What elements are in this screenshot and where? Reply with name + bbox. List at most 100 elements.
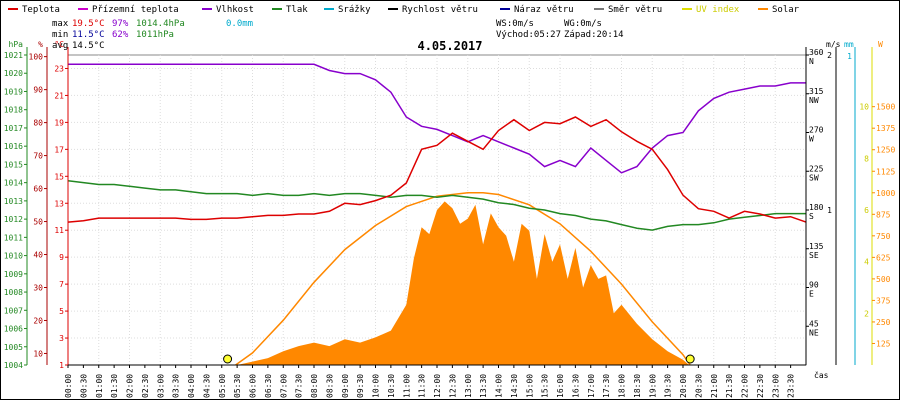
left-axes: hPa1021102010191018101710161015101410131… [4,40,69,370]
legend-label-5: Rychlost větru [402,5,478,15]
x-tick-label: 00:30 [79,374,88,398]
x-tick-label: 18:00 [618,374,627,398]
solar-tick-label: 750 [876,232,891,241]
winddir-tick-compass: NE [809,328,819,337]
temperature-axis-tick-label: 11 [54,226,64,235]
x-tick-label: 11:00 [402,374,411,398]
solar-tick-label: 500 [876,275,891,284]
rain-unit: mm [844,40,854,49]
x-tick-label: 12:00 [433,374,442,398]
x-tick-label: 14:00 [495,374,504,398]
pressure-axis-tick-label: 1017 [4,124,23,133]
x-tick-label: 19:30 [664,374,673,398]
x-tick-label: 05:30 [233,374,242,398]
x-tick-label: 03:30 [172,374,181,398]
sunset-marker [685,354,695,364]
pressure-axis-tick-label: 1006 [4,325,23,334]
x-tick-label: 01:30 [110,374,119,398]
pressure-axis-tick-label: 1011 [4,233,23,242]
legend-label-6: Náraz větru [514,5,574,15]
windspeed-tick-label: 1 [827,206,832,215]
stat-min-press: 1011hPa [136,30,174,40]
pressure-axis-tick-label: 1010 [4,252,23,261]
x-tick-label: 01:00 [95,374,104,398]
x-tick-label: 16:00 [556,374,565,398]
pressure-axis-tick-label: 1013 [4,197,23,206]
sunset-text: Západ:20:14 [564,30,624,40]
legend-label-7: Směr větru [608,5,662,15]
sunrise-text: Východ:05:27 [496,30,561,40]
solar-tick-label: 1000 [876,189,895,198]
pressure-axis-tick-label: 1007 [4,306,23,315]
x-tick-label: 12:30 [448,374,457,398]
x-tick-label: 21:00 [710,374,719,398]
x-tick-label: 04:30 [202,374,211,398]
temperature-axis-tick-label: 9 [59,253,64,262]
stat-min-hum: 62% [112,30,129,40]
winddir-tick-degrees: 180 [809,203,824,212]
x-tick-label: 21:30 [725,374,734,398]
solar-tick-label: 125 [876,339,891,348]
humidity-axis-tick-label: 60 [33,185,43,194]
uv-tick-label: 4 [864,258,869,267]
stat-max-label: max [52,19,69,29]
wind-gust-text: WG:0m/s [564,19,602,29]
wind-info: WS:0m/s WG:0m/s Východ:05:27 Západ:20:14 [496,19,624,40]
temperature-axis-tick-label: 21 [54,91,64,100]
stat-min-label: min [52,30,68,40]
solar-tick-label: 1125 [876,167,895,176]
x-tick-label: 00:00 [64,374,73,398]
x-tick-label: 09:00 [341,374,350,398]
legend-label-1: Přízemní teplota [92,5,179,15]
x-tick-label: 07:30 [295,374,304,398]
temperature-axis-tick-label: 15 [54,172,64,181]
x-tick-label: 19:00 [648,374,657,398]
solar-tick-label: 1375 [876,124,895,133]
x-axis-label: čas [814,370,829,380]
chart-title: 4.05.2017 [417,39,482,53]
humidity-axis-tick-label: 100 [29,53,44,62]
series-lines [67,63,807,231]
winddir-tick-compass: SW [809,173,819,182]
humidity-axis-unit: % [38,40,43,49]
temperature-axis-unit: °C [54,40,64,49]
legend-label-8: UV index [696,5,740,15]
humidity-axis-tick-label: 20 [33,316,43,325]
x-tick-label: 06:30 [264,374,273,398]
windspeed-unit: m/s [826,40,841,49]
x-tick-label: 23:30 [787,374,796,398]
x-tick-label: 08:30 [325,374,334,398]
x-tick-label: 23:00 [771,374,780,398]
x-tick-label: 13:00 [464,374,473,398]
winddir-tick-degrees: 135 [809,242,824,251]
winddir-tick-degrees: 315 [809,87,824,96]
x-tick-label: 16:30 [571,374,580,398]
winddir-tick-compass: N [809,57,814,66]
winddir-tick-compass: S [809,212,814,221]
sun-markers [223,354,695,364]
temperature-axis-tick-label: 5 [59,307,64,316]
winddir-tick-degrees: 45 [809,319,819,328]
x-tick-label: 08:00 [310,374,319,398]
x-tick-label: 04:00 [187,374,196,398]
pressure-axis-tick-label: 1019 [4,87,23,96]
winddir-tick-degrees: 225 [809,164,824,173]
pressure-axis-tick-label: 1020 [4,69,23,78]
humidity-axis-tick-label: 50 [33,218,43,227]
temperature-axis-tick-label: 17 [54,145,64,154]
pressure-axis-tick-label: 1005 [4,343,23,352]
x-tick-label: 22:30 [756,374,765,398]
stat-avg-temp: 14.5°C [72,41,105,51]
pressure-axis-tick-label: 1009 [4,270,23,279]
uv-tick-label: 10 [859,103,869,112]
temperature-axis-tick-label: 19 [54,118,64,127]
x-tick-label: 15:00 [525,374,534,398]
pressure-axis-tick-label: 1004 [4,361,23,370]
winddir-tick-degrees: 360 [809,48,824,57]
series-line-teplota [67,116,807,223]
solar-max-line [235,192,691,366]
x-tick-label: 10:00 [372,374,381,398]
winddir-tick-compass: NW [809,96,819,105]
solar-tick-label: 1500 [876,103,895,112]
humidity-axis-tick-label: 90 [33,86,43,95]
